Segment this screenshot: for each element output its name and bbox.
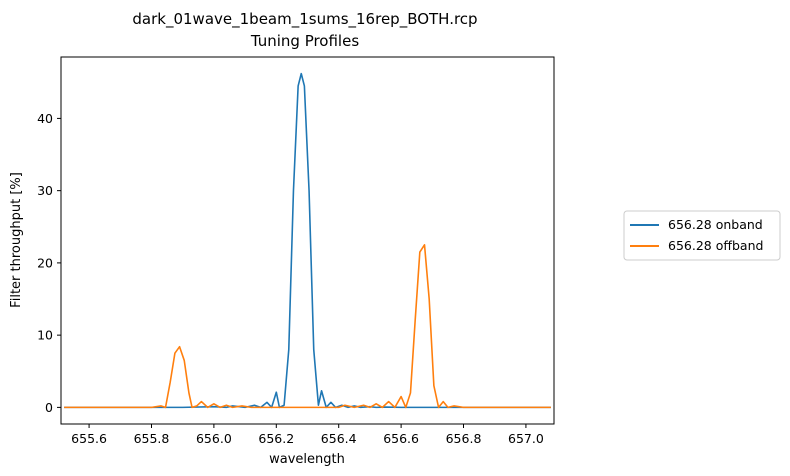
y-axis: 0 10 20 30 40	[37, 111, 61, 415]
series-line-1	[64, 244, 551, 409]
plot-area	[64, 72, 551, 409]
legend-label-offband: 656.28 offband	[668, 238, 763, 253]
x-tick-label: 657.0	[508, 431, 544, 446]
x-axis: 655.6 655.8 656.0 656.2 656.4 656.6 656.8 657.0	[71, 424, 544, 446]
y-tick-label: 0	[45, 400, 53, 415]
legend-label-onband: 656.28 onband	[668, 217, 763, 232]
y-axis-label: Filter throughput [%]	[9, 172, 24, 308]
y-tick-label: 30	[37, 183, 53, 198]
chart-title-line2: Tuning Profiles	[250, 32, 360, 50]
y-tick-label: 10	[37, 328, 53, 343]
axes-frame	[60, 56, 555, 425]
chart-title-line1: dark_01wave_1beam_1sums_16rep_BOTH.rcp	[132, 10, 477, 29]
y-tick-label: 40	[37, 111, 53, 126]
x-tick-label: 656.2	[258, 431, 294, 446]
x-tick-label: 655.8	[134, 431, 170, 446]
x-tick-label: 656.4	[321, 431, 357, 446]
legend: 656.28 onband 656.28 offband	[623, 210, 781, 261]
series-line-0	[64, 72, 551, 409]
x-axis-label: wavelength	[269, 452, 345, 467]
legend-frame	[623, 210, 781, 261]
x-tick-label: 656.8	[446, 431, 482, 446]
x-tick-label: 656.6	[383, 431, 419, 446]
x-tick-label: 655.6	[71, 431, 107, 446]
x-tick-label: 656.0	[196, 431, 232, 446]
y-tick-label: 20	[37, 255, 53, 270]
